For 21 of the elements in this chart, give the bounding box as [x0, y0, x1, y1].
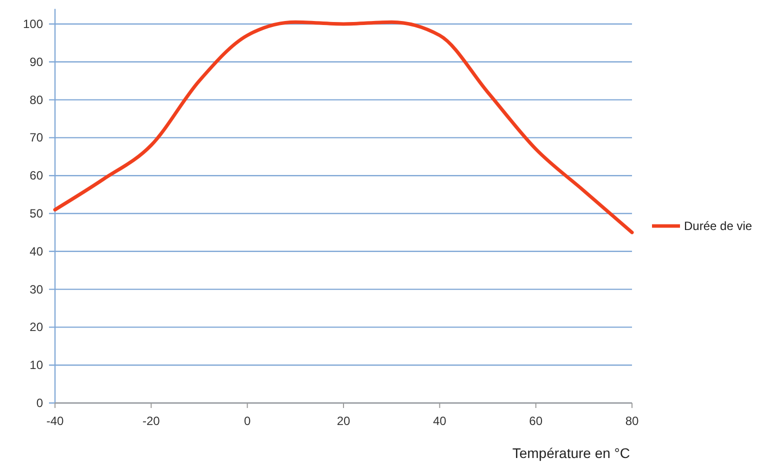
legend-label: Durée de vie — [684, 219, 752, 233]
y-tick-label: 0 — [36, 396, 44, 410]
x-tick-label: 0 — [244, 414, 251, 428]
x-tick-label: -40 — [46, 414, 64, 428]
y-tick-label: 20 — [30, 320, 44, 334]
y-tick-label: 30 — [30, 282, 44, 296]
y-tick-label: 70 — [30, 130, 44, 145]
y-tick-label: 40 — [30, 244, 44, 258]
y-tick-label: 80 — [30, 92, 44, 107]
x-tick-label: 20 — [336, 414, 350, 428]
y-tick-label: 90 — [30, 54, 44, 69]
x-tick-label: 60 — [529, 414, 543, 428]
y-tick-label: 60 — [30, 168, 44, 183]
y-tick-label: 10 — [30, 358, 44, 372]
x-tick-label: 80 — [625, 414, 639, 428]
x-tick-label: -20 — [142, 414, 160, 428]
x-axis-title: Température en °C — [512, 445, 630, 461]
y-tick-label: 100 — [22, 17, 44, 31]
x-tick-label: 40 — [432, 414, 447, 428]
y-tick-label: 50 — [30, 206, 44, 220]
line-series — [53, 20, 634, 234]
